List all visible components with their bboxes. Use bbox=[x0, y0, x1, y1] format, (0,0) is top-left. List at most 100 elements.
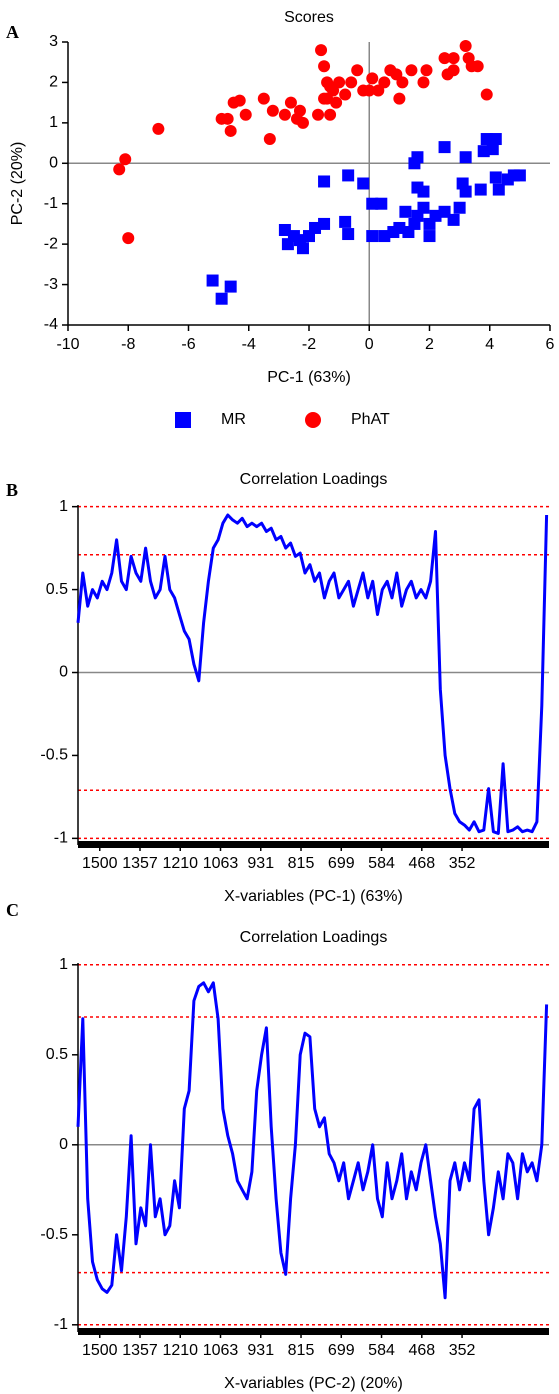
panel-label: A bbox=[6, 22, 19, 42]
legend-label: MR bbox=[221, 411, 246, 428]
y-tick-label: 0 bbox=[59, 1136, 68, 1153]
point bbox=[429, 209, 442, 222]
point bbox=[417, 185, 430, 198]
y-tick-label: 0.5 bbox=[46, 1046, 68, 1063]
point bbox=[221, 112, 234, 125]
point bbox=[480, 133, 493, 146]
point bbox=[417, 201, 430, 214]
x-tick-label: 584 bbox=[368, 855, 395, 872]
y-tick-label: 3 bbox=[49, 33, 58, 50]
point bbox=[309, 221, 322, 234]
point bbox=[375, 197, 388, 210]
point bbox=[393, 92, 406, 105]
x-axis-label: X-variables (PC-2) (20%) bbox=[224, 1375, 403, 1392]
point bbox=[296, 116, 309, 129]
point bbox=[318, 175, 331, 188]
x-tick-label: 352 bbox=[449, 855, 476, 872]
point bbox=[366, 197, 379, 210]
x-tick-label: 931 bbox=[247, 1342, 274, 1359]
x-tick-label: 1063 bbox=[203, 1342, 239, 1359]
panel-label: B bbox=[6, 480, 18, 500]
x-tick-label: -8 bbox=[121, 336, 135, 353]
point bbox=[447, 213, 460, 226]
point bbox=[278, 223, 291, 236]
y-tick-label: -0.5 bbox=[40, 1226, 68, 1243]
y-tick-label: 2 bbox=[49, 74, 58, 91]
y-tick-label: 0 bbox=[59, 664, 68, 681]
x-tick-label: 1210 bbox=[162, 855, 198, 872]
point bbox=[399, 205, 412, 218]
point bbox=[113, 163, 126, 176]
x-tick-label: 1063 bbox=[203, 855, 239, 872]
y-tick-label: -1 bbox=[54, 830, 68, 847]
point bbox=[507, 169, 520, 182]
point bbox=[119, 153, 132, 166]
x-tick-label: 2 bbox=[425, 336, 434, 353]
point bbox=[459, 151, 472, 164]
x-tick-label: 1210 bbox=[162, 1342, 198, 1359]
x-axis-bar bbox=[78, 841, 549, 848]
x-tick-label: 352 bbox=[449, 1342, 476, 1359]
point bbox=[447, 52, 460, 65]
x-tick-label: 1500 bbox=[82, 855, 118, 872]
point bbox=[438, 52, 451, 65]
point bbox=[342, 169, 355, 182]
point bbox=[318, 60, 331, 73]
point bbox=[489, 171, 502, 184]
point bbox=[324, 108, 337, 121]
point bbox=[330, 96, 343, 109]
y-tick-label: -0.5 bbox=[40, 747, 68, 764]
point bbox=[339, 88, 352, 101]
x-tick-label: 468 bbox=[408, 855, 435, 872]
y-tick-label: 0.5 bbox=[46, 581, 68, 598]
point bbox=[152, 122, 165, 135]
x-tick-label: 815 bbox=[288, 1342, 315, 1359]
chart-title: Correlation Loadings bbox=[240, 929, 388, 946]
point bbox=[456, 177, 469, 190]
y-tick-label: -4 bbox=[44, 316, 58, 333]
x-axis-label: PC-1 (63%) bbox=[267, 369, 351, 386]
point bbox=[122, 232, 135, 245]
point bbox=[315, 44, 328, 57]
line bbox=[76, 981, 549, 1300]
point bbox=[339, 215, 352, 228]
point bbox=[293, 104, 306, 117]
point bbox=[438, 141, 451, 154]
point bbox=[215, 292, 228, 305]
x-tick-label: -4 bbox=[242, 336, 256, 353]
point bbox=[453, 201, 466, 214]
point bbox=[486, 143, 499, 156]
legend-marker bbox=[305, 412, 321, 428]
panel-label: C bbox=[6, 900, 19, 920]
point bbox=[351, 64, 364, 77]
point bbox=[378, 230, 391, 243]
point bbox=[489, 133, 502, 146]
x-tick-label: 584 bbox=[368, 1342, 395, 1359]
point bbox=[278, 108, 291, 121]
legend-label: PhAT bbox=[351, 411, 390, 428]
line bbox=[76, 513, 549, 835]
point bbox=[366, 72, 379, 85]
point bbox=[477, 145, 490, 158]
y-tick-label: 0 bbox=[49, 155, 58, 172]
point bbox=[318, 217, 331, 230]
point bbox=[459, 40, 472, 53]
x-tick-label: 931 bbox=[247, 855, 274, 872]
point bbox=[363, 84, 376, 97]
y-axis-label: PC-2 (20%) bbox=[9, 142, 26, 226]
chart-title: Scores bbox=[284, 9, 334, 26]
x-axis-label: X-variables (PC-1) (63%) bbox=[224, 888, 403, 905]
point bbox=[239, 108, 252, 121]
y-tick-label: 1 bbox=[49, 114, 58, 131]
point bbox=[357, 177, 370, 190]
legend-marker bbox=[175, 412, 191, 428]
x-tick-label: -6 bbox=[181, 336, 195, 353]
x-tick-label: 0 bbox=[365, 336, 374, 353]
point bbox=[321, 76, 334, 89]
point bbox=[293, 234, 306, 247]
x-tick-label: -2 bbox=[302, 336, 316, 353]
y-tick-label: -1 bbox=[44, 195, 58, 212]
point bbox=[438, 205, 451, 218]
